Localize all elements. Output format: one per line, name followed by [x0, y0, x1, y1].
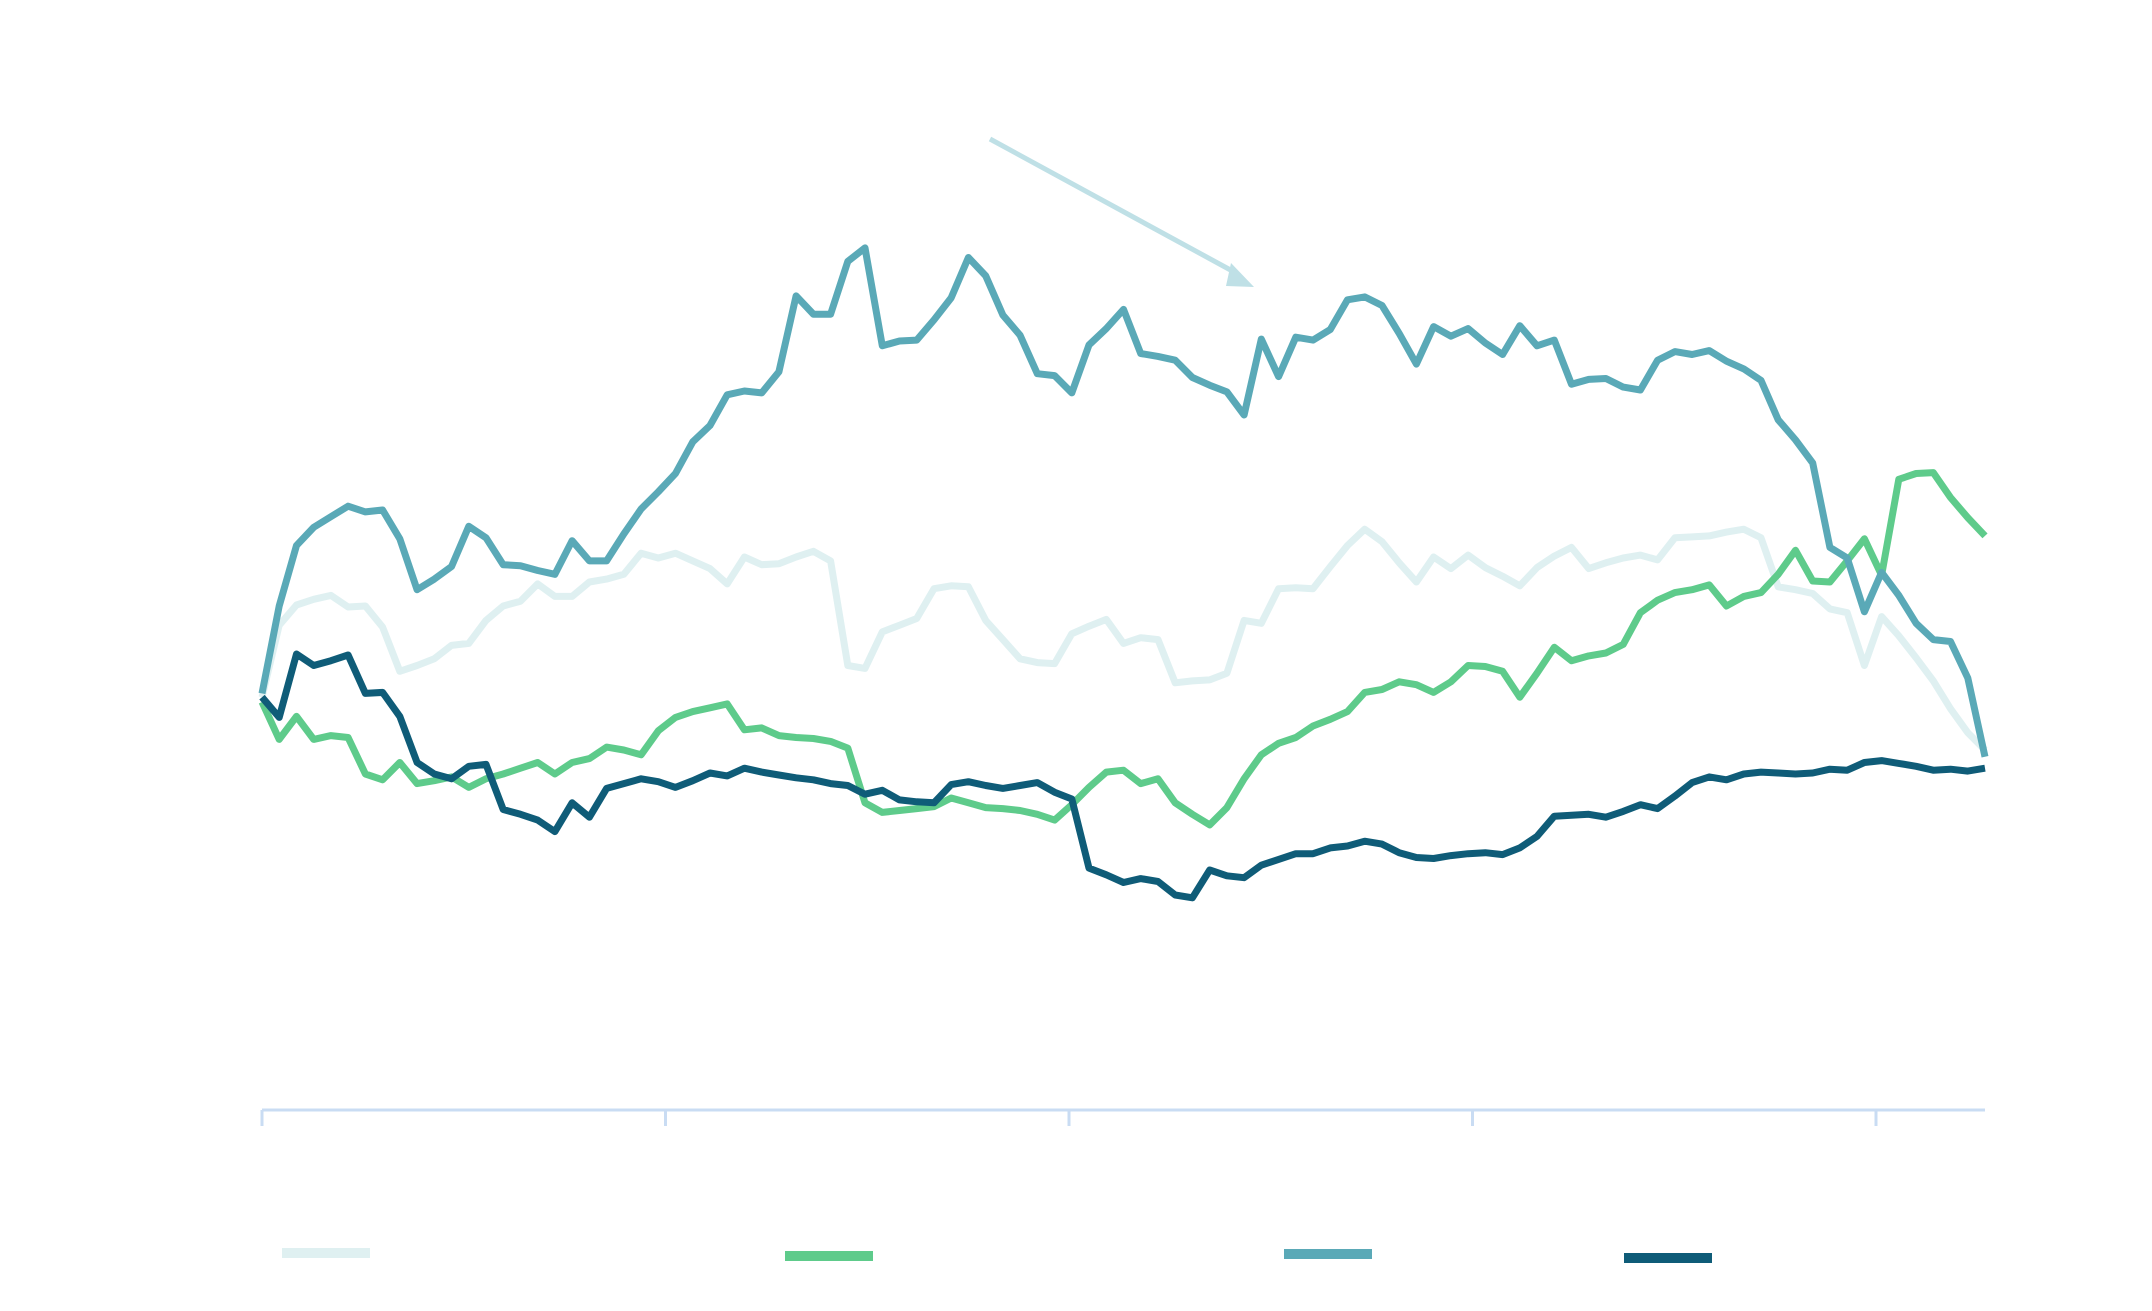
series-lines — [258, 244, 1989, 902]
annotation — [988, 136, 1254, 287]
series-line-2 — [258, 469, 1988, 829]
annotation-arrow — [988, 136, 1238, 276]
x-axis — [260, 1108, 1985, 1126]
legend — [282, 1248, 1712, 1263]
series-line-3 — [258, 244, 1989, 758]
annotation-arrowhead-icon — [1226, 263, 1254, 287]
series-line-4 — [259, 650, 1986, 902]
series-line-1 — [258, 525, 1988, 753]
